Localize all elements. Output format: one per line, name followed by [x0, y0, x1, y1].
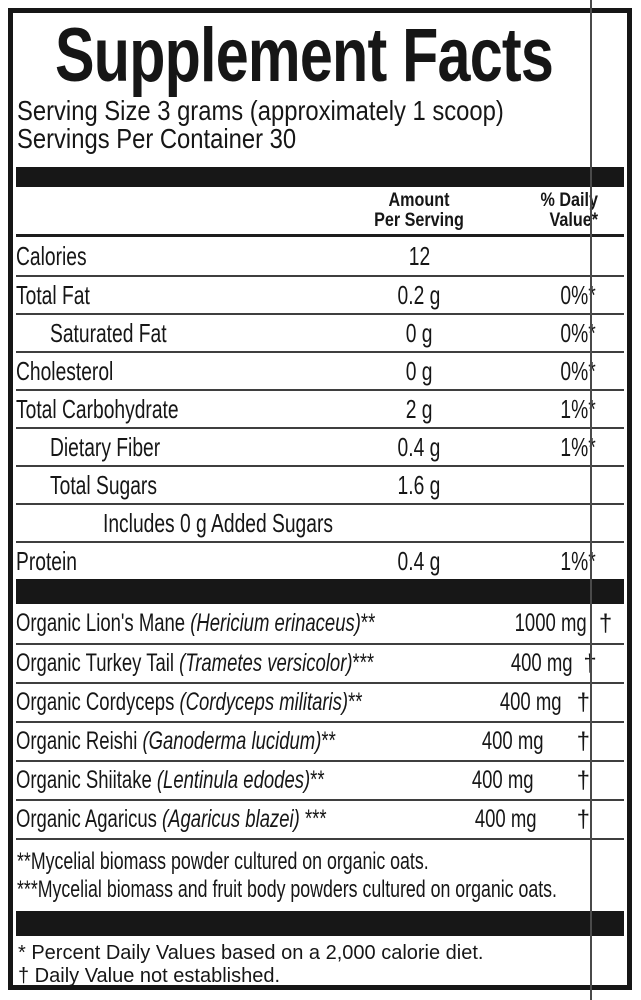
- nutrient-amount: 0.2 g: [397, 279, 441, 310]
- nutrient-label: Total Fat: [16, 279, 90, 310]
- nutrient-dv: [494, 241, 624, 272]
- table-header: Amount Per Serving % Daily Value*: [16, 187, 624, 237]
- nutrient-amount: 0 g: [405, 317, 433, 348]
- nutrient-amount: [414, 508, 522, 539]
- ingredient-amount: 1000 mg: [514, 609, 587, 637]
- nutrient-row-protein: Protein 0.4 g 1%*: [16, 541, 624, 579]
- ingredient-amount: 400 mg: [481, 727, 544, 755]
- ingredient-row-turkey-tail: Organic Turkey Tail (Trametes versicolor…: [16, 643, 624, 682]
- mycelial-footnote-1: **Mycelial biomass powder cultured on or…: [17, 848, 429, 875]
- mycelial-footnotes: **Mycelial biomass powder cultured on or…: [16, 838, 624, 911]
- nutrient-dv: 0%*: [560, 317, 596, 348]
- serving-info: Serving Size 3 grams (approximately 1 sc…: [16, 93, 624, 159]
- ingredient-row-shiitake: Organic Shiitake (Lentinula edodes)** 40…: [16, 760, 624, 799]
- daily-value-footnotes: * Percent Daily Values based on a 2,000 …: [16, 936, 624, 989]
- nutrient-amount: 1.6 g: [397, 469, 441, 500]
- nutrient-row-cholesterol: Cholesterol 0 g 0%*: [16, 351, 624, 389]
- ingredient-row-reishi: Organic Reishi (Ganoderma lucidum)** 400…: [16, 721, 624, 760]
- nutrient-label: Total Carbohydrate: [16, 393, 179, 424]
- nutrient-row-calories: Calories 12: [16, 237, 624, 275]
- supplement-facts-panel: Supplement Facts Serving Size 3 grams (a…: [8, 8, 632, 990]
- panel-title-row: Supplement Facts: [16, 13, 624, 98]
- ingredient-dv-dagger: †: [576, 766, 590, 794]
- ingredient-amount: 400 mg: [472, 766, 534, 794]
- nutrient-amount: 12: [408, 240, 430, 271]
- panel-title: Supplement Facts: [55, 13, 554, 98]
- nutrient-row-total-carbohydrate: Total Carbohydrate 2 g 1%*: [16, 389, 624, 427]
- nutrient-label: Dietary Fiber: [50, 431, 161, 462]
- nutrient-dv: 0%*: [560, 355, 596, 386]
- serving-size-text: Serving Size 3 grams (approximately 1 sc…: [17, 95, 504, 126]
- ingredient-name: Organic Agaricus (Agaricus blazei) ***: [16, 805, 327, 833]
- ingredient-name: Organic Cordyceps (Cordyceps militaris)*…: [16, 688, 363, 716]
- ingredient-row-cordyceps: Organic Cordyceps (Cordyceps militaris)*…: [16, 682, 624, 721]
- nutrient-row-added-sugars: Includes 0 g Added Sugars: [16, 503, 624, 541]
- ingredient-name: Organic Reishi (Ganoderma lucidum)**: [16, 727, 336, 755]
- nutrient-label: Cholesterol: [16, 355, 114, 386]
- nutrient-amount: 0.4 g: [397, 431, 441, 462]
- ingredient-name: Organic Lion's Mane (Hericium erinaceus)…: [16, 609, 376, 637]
- nutrient-amount: 0 g: [405, 355, 433, 386]
- ingredient-row-lions-mane: Organic Lion's Mane (Hericium erinaceus)…: [16, 604, 624, 643]
- ingredient-dv-dagger: †: [598, 609, 613, 637]
- ingredient-amount: 400 mg: [474, 805, 537, 833]
- nutrient-dv: 0%*: [560, 279, 596, 310]
- nutrient-amount: 0.4 g: [397, 545, 441, 576]
- ingredient-dv-dagger: †: [576, 727, 590, 755]
- ingredient-row-agaricus: Organic Agaricus (Agaricus blazei) *** 4…: [16, 799, 624, 838]
- amount-per-serving-header: Amount Per Serving: [374, 190, 464, 231]
- mycelial-footnote-2: ***Mycelial biomass and fruit body powde…: [17, 876, 557, 903]
- nutrient-dv: 1%*: [560, 393, 596, 424]
- nutrient-row-total-sugars: Total Sugars 1.6 g: [16, 465, 624, 503]
- nutrient-label: Saturated Fat: [50, 317, 167, 348]
- print-crop-line: [590, 0, 592, 1000]
- dv-not-established-footnote: † Daily Value not established.: [18, 965, 281, 987]
- nutrient-row-total-fat: Total Fat 0.2 g 0%*: [16, 275, 624, 313]
- nutrient-dv: 1%*: [560, 431, 596, 462]
- nutrient-row-saturated-fat: Saturated Fat 0 g 0%*: [16, 313, 624, 351]
- nutrient-dv: 1%*: [560, 545, 596, 576]
- nutrient-label: Total Sugars: [50, 469, 157, 500]
- percent-daily-value-header: % Daily Value*: [540, 190, 598, 231]
- percent-dv-footnote: * Percent Daily Values based on a 2,000 …: [18, 942, 484, 964]
- servings-per-container-text: Servings Per Container 30: [17, 123, 297, 154]
- nutrient-label: Includes 0 g Added Sugars: [103, 507, 333, 538]
- ingredient-dv-dagger: †: [576, 688, 590, 716]
- ingredient-amount: 400 mg: [499, 688, 562, 716]
- nutrient-dv: [522, 508, 624, 539]
- divider-bar-middle: [16, 579, 624, 604]
- nutrient-row-dietary-fiber: Dietary Fiber 0.4 g 1%*: [16, 427, 624, 465]
- ingredient-dv-dagger: †: [576, 805, 590, 833]
- nutrient-dv: [494, 470, 624, 501]
- ingredient-name: Organic Turkey Tail (Trametes versicolor…: [16, 649, 375, 677]
- ingredient-name: Organic Shiitake (Lentinula edodes)**: [16, 766, 325, 794]
- divider-bar-top: [16, 167, 624, 187]
- nutrient-label: Protein: [16, 545, 77, 576]
- divider-bar-bottom: [16, 911, 624, 936]
- nutrient-label: Calories: [16, 240, 87, 271]
- ingredient-amount: 400 mg: [510, 649, 573, 677]
- nutrient-amount: 2 g: [405, 393, 433, 424]
